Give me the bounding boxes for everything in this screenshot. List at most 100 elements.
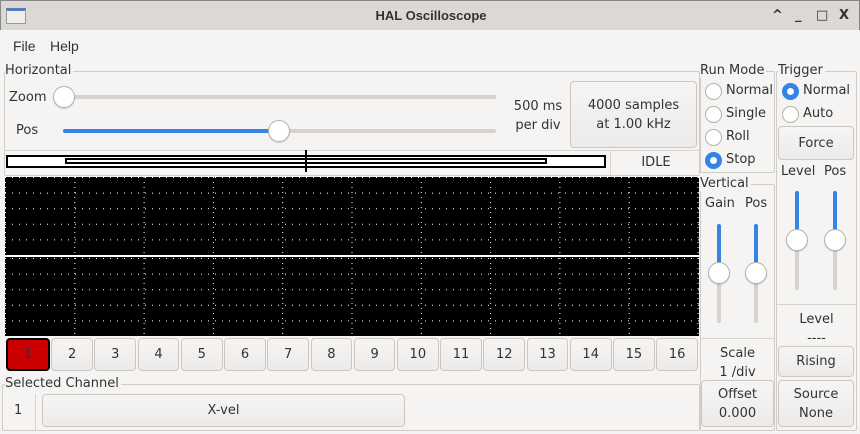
source-label: Source xyxy=(793,386,839,402)
offset-value: 0.000 xyxy=(718,405,757,421)
channel-button-label: 15 xyxy=(625,347,643,362)
offset-button[interactable]: Offset 0.000 xyxy=(701,380,774,427)
channel-button-2[interactable]: 2 xyxy=(51,338,93,371)
offset-label: Offset xyxy=(717,386,758,402)
trigger-level-slider-fill xyxy=(795,191,799,239)
trigger-pos-label: Pos xyxy=(824,164,847,179)
channel-button-3[interactable]: 3 xyxy=(94,338,137,371)
divider xyxy=(4,150,700,151)
samples-button[interactable]: 4000 samples at 1.00 kHz xyxy=(570,81,697,148)
channel-button-label: 1 xyxy=(23,347,32,362)
channel-button-label: 9 xyxy=(370,347,379,362)
minimize-button[interactable]: _ xyxy=(795,8,802,23)
status-label: IDLE xyxy=(641,155,671,170)
zoom-slider-handle[interactable] xyxy=(53,86,75,108)
channel-button-4[interactable]: 4 xyxy=(137,338,180,371)
channel-button-7[interactable]: 7 xyxy=(267,338,310,371)
channel-button-label: 14 xyxy=(582,347,599,362)
per-div-label: per div xyxy=(515,118,561,133)
channel-button-14[interactable]: 14 xyxy=(569,338,612,371)
channel-button-6[interactable]: 6 xyxy=(224,338,266,371)
time-per-div-value: 500 ms xyxy=(513,99,563,114)
channel-button-label: 3 xyxy=(111,347,120,362)
trigger-pos-slider-fill xyxy=(833,191,837,239)
gain-slider-handle[interactable] xyxy=(708,262,730,284)
samples-count: 4000 samples xyxy=(587,97,680,113)
channel-button-15[interactable]: 15 xyxy=(613,338,655,371)
channel-button-12[interactable]: 12 xyxy=(483,338,526,371)
channel-button-5[interactable]: 5 xyxy=(180,338,223,371)
pos-label: Pos xyxy=(16,123,39,138)
run-mode-option-label[interactable]: Roll xyxy=(726,129,750,144)
vertical-pos-slider-fill xyxy=(754,224,758,272)
level-title: Level xyxy=(799,312,834,327)
menu-file[interactable]: File xyxy=(13,38,36,54)
run-mode-radio-normal[interactable] xyxy=(705,83,722,100)
channel-button-1[interactable]: 1 xyxy=(6,338,50,371)
run-mode-radio-roll[interactable] xyxy=(705,129,722,146)
gain-label: Gain xyxy=(705,196,735,211)
trigger-mode-radio-normal[interactable] xyxy=(782,83,799,100)
run-mode-radio-stop[interactable] xyxy=(705,152,722,169)
channel-button-label: 6 xyxy=(240,347,250,362)
horizontal-label: Horizontal xyxy=(5,63,74,78)
edge-button[interactable]: Rising xyxy=(778,346,854,377)
trigger-level-slider-handle[interactable] xyxy=(786,229,808,251)
run-mode-label: Run Mode xyxy=(700,63,767,78)
trigger-label: Trigger xyxy=(778,63,825,78)
force-label: Force xyxy=(798,135,834,151)
trigger-mode-option-label[interactable]: Normal xyxy=(803,83,851,98)
scale-readout: Scale 1 /div xyxy=(701,344,774,382)
channel-button-label: 12 xyxy=(495,347,513,362)
trigger-mode-option-label[interactable]: Auto xyxy=(803,106,834,121)
scope-display[interactable] xyxy=(5,177,699,336)
maximize-button[interactable]: □ xyxy=(816,8,829,23)
menu-help[interactable]: Help xyxy=(50,38,79,54)
run-mode-radio-single[interactable] xyxy=(705,106,722,123)
trigger-level-readout: Level ---- xyxy=(777,310,856,348)
scale-value: 1 /div xyxy=(719,365,756,380)
channel-button-label: 8 xyxy=(327,347,336,362)
pos-slider-fill xyxy=(63,129,279,133)
channel-button-label: 7 xyxy=(284,347,293,362)
channel-button-13[interactable]: 13 xyxy=(526,338,569,371)
trigger-mode-radio-auto[interactable] xyxy=(782,106,799,123)
channel-button-9[interactable]: 9 xyxy=(353,338,396,371)
edge-label: Rising xyxy=(796,354,836,369)
pos-slider-handle[interactable] xyxy=(268,120,290,142)
close-button[interactable]: X xyxy=(839,8,850,23)
divider xyxy=(701,338,774,339)
vertical-pos-slider-handle[interactable] xyxy=(745,262,767,284)
zoom-slider[interactable] xyxy=(56,95,496,99)
channel-button-label: 4 xyxy=(154,347,163,362)
force-button[interactable]: Force xyxy=(778,126,854,160)
channel-button-10[interactable]: 10 xyxy=(396,338,439,371)
channel-button-label: 2 xyxy=(67,347,77,362)
vertical-pos-label: Pos xyxy=(745,196,768,211)
time-per-div: 500 ms per div xyxy=(508,97,568,135)
level-value: ---- xyxy=(807,331,826,346)
divider xyxy=(777,304,856,305)
channel-button-11[interactable]: 11 xyxy=(440,338,482,371)
divider xyxy=(610,150,611,175)
channel-button-8[interactable]: 8 xyxy=(310,338,353,371)
menu-bar: File Help xyxy=(0,30,860,60)
shade-button[interactable]: ^ xyxy=(772,8,783,23)
channel-buttons: 1 2 3 4 5 6 7 8 9 10 11 12 13 14 15 16 xyxy=(6,338,698,371)
run-mode-option-label[interactable]: Normal xyxy=(726,83,774,98)
selected-channel-number: 1 xyxy=(14,403,23,418)
selected-channel-group xyxy=(2,384,700,431)
source-button[interactable]: Source None xyxy=(778,380,854,427)
vertical-label: Vertical xyxy=(700,176,751,191)
channel-button-16[interactable]: 16 xyxy=(656,338,698,371)
channel-name: X-vel xyxy=(207,403,240,418)
source-value: None xyxy=(799,405,833,421)
pane-divider xyxy=(5,255,699,257)
run-mode-option-label[interactable]: Single xyxy=(726,106,766,121)
channel-name-button[interactable]: X-vel xyxy=(42,394,405,427)
divider xyxy=(35,394,36,430)
selected-channel-label: Selected Channel xyxy=(5,376,121,391)
zoom-label: Zoom xyxy=(9,90,47,105)
run-mode-option-label[interactable]: Stop xyxy=(726,152,756,167)
trigger-pos-slider-handle[interactable] xyxy=(824,229,846,251)
